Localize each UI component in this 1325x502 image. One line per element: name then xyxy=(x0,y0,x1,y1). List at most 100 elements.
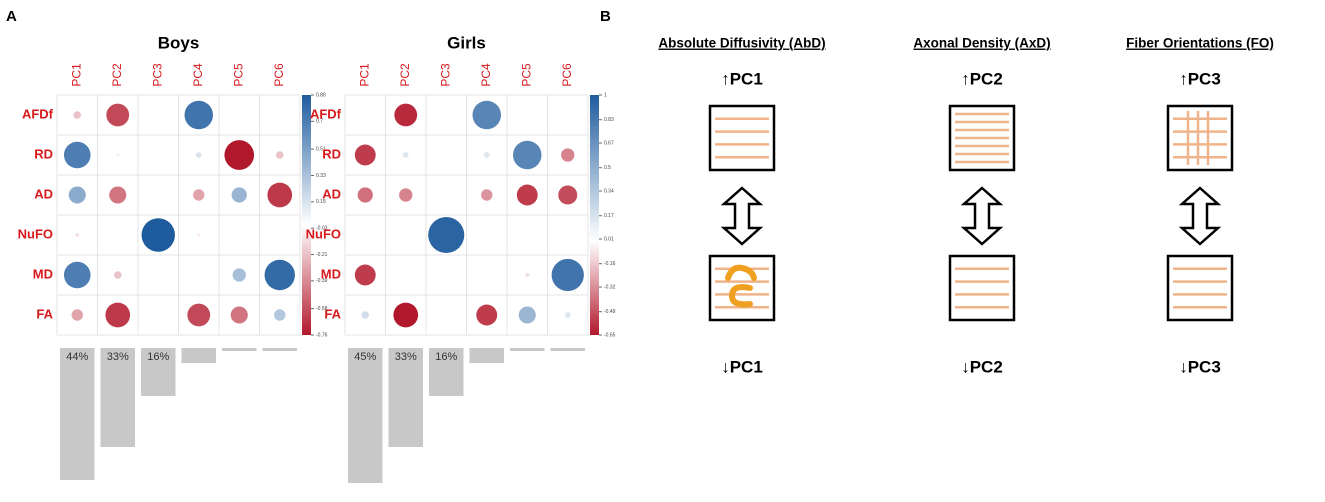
corr-circle xyxy=(274,309,286,321)
row-label: NuFO xyxy=(18,226,53,241)
corr-circle xyxy=(566,114,569,116)
colorbar-tick-label: -0.32 xyxy=(604,284,616,290)
corr-circle xyxy=(526,114,529,116)
colorbar-tick-label: -0.76 xyxy=(316,332,328,338)
colorbar-tick-label: 0.01 xyxy=(604,236,614,242)
row-label: MD xyxy=(321,266,341,281)
corr-circle xyxy=(157,314,160,316)
corr-circle xyxy=(483,152,490,158)
row-label: RD xyxy=(322,146,341,161)
corr-circle xyxy=(354,144,376,166)
column-heading: Absolute Diffusivity (AbD) xyxy=(658,36,825,51)
column-label: PC1 xyxy=(69,63,83,87)
colorbar-tick-label: 0.15 xyxy=(316,199,326,205)
column-label: PC3 xyxy=(150,63,164,87)
top-label: ↑PC1 xyxy=(721,69,763,88)
variance-bar xyxy=(60,348,95,480)
corr-circle xyxy=(68,186,86,204)
variance-label: 16% xyxy=(435,351,457,363)
variance-bar xyxy=(222,348,257,351)
colorbar-tick-label: -0.65 xyxy=(604,332,616,338)
colorbar-tick-label: 0.67 xyxy=(604,140,614,146)
colorbar-tick-label: -0.03 xyxy=(316,225,328,231)
colorbar-tick-label: 0.83 xyxy=(604,117,614,123)
corr-circle xyxy=(230,306,248,324)
corr-circle xyxy=(357,187,373,203)
colorbar-tick-label: 1 xyxy=(604,92,607,98)
corr-circle xyxy=(275,151,284,159)
corr-circle xyxy=(238,114,241,116)
colorbar-tick-label: -0.39 xyxy=(316,278,328,284)
colorbar-tick-label: 0.17 xyxy=(604,213,614,219)
chart-title: Girls xyxy=(447,33,486,52)
colorbar-tick-label: -0.21 xyxy=(316,252,328,258)
corr-circle xyxy=(157,194,160,196)
colorbar-tick-label: 0.34 xyxy=(604,188,614,194)
bottom-label: ↓PC2 xyxy=(961,357,1003,376)
corr-circle xyxy=(278,234,281,236)
row-label: AFDf xyxy=(310,106,342,121)
panel-label: B xyxy=(600,8,611,25)
column-heading: Fiber Orientations (FO) xyxy=(1126,36,1274,51)
row-label: AD xyxy=(322,186,341,201)
corr-circle xyxy=(525,273,530,277)
chart-title: Boys xyxy=(158,33,200,52)
variance-bar xyxy=(181,348,216,363)
fiber-box xyxy=(1166,104,1234,172)
corr-circle xyxy=(472,100,501,130)
row-label: FA xyxy=(36,306,53,321)
variance-label: 45% xyxy=(354,351,376,363)
colorbar-tick-label: 0.5 xyxy=(604,165,611,171)
fiber-box xyxy=(708,104,776,172)
variance-bar xyxy=(100,348,135,447)
crossing-fiber xyxy=(725,264,757,308)
corr-circle xyxy=(485,234,488,236)
corr-circle xyxy=(224,140,255,170)
colorbar-tick-label: 0.33 xyxy=(316,173,326,179)
double-arrow xyxy=(1178,186,1222,246)
corr-circle xyxy=(187,303,211,327)
corr-circle xyxy=(197,274,200,276)
corr-circle xyxy=(564,312,571,318)
variance-bar xyxy=(550,348,585,351)
variance-bar xyxy=(429,348,464,396)
corr-circle xyxy=(566,234,569,236)
corr-circle xyxy=(361,311,370,319)
corr-circle xyxy=(184,100,213,130)
corr-circle xyxy=(364,114,367,116)
row-label: MD xyxy=(33,266,53,281)
variance-bar xyxy=(388,348,423,447)
top-label: ↑PC3 xyxy=(1179,69,1221,88)
column-heading: Axonal Density (AxD) xyxy=(913,36,1050,51)
corr-circle xyxy=(238,234,241,236)
colorbar-tick-label: -0.58 xyxy=(316,306,328,312)
variance-label: 16% xyxy=(147,351,169,363)
variance-bar xyxy=(510,348,545,351)
corr-circle xyxy=(157,114,160,116)
colorbar-tick-label: -0.49 xyxy=(604,309,616,315)
corr-circle xyxy=(476,304,498,326)
corr-circle xyxy=(445,114,448,116)
corr-circle xyxy=(399,188,413,202)
corr-circle xyxy=(445,314,448,316)
corr-circle xyxy=(109,186,127,204)
column-label: PC4 xyxy=(479,63,493,87)
column-label: PC1 xyxy=(357,63,371,87)
corr-circle xyxy=(354,264,376,286)
corr-circle xyxy=(106,103,130,127)
variance-bar xyxy=(141,348,176,396)
corr-circle xyxy=(404,234,407,236)
corr-circle xyxy=(402,152,409,158)
corr-circle xyxy=(157,154,160,156)
corr-circle xyxy=(73,111,82,119)
variance-label: 33% xyxy=(107,351,129,363)
corr-circle xyxy=(393,302,419,328)
fiber-box xyxy=(948,254,1016,322)
corr-circle xyxy=(513,140,542,170)
corr-circle xyxy=(232,268,246,282)
row-label: FA xyxy=(324,306,341,321)
colorbar-tick-label: 0.7 xyxy=(316,119,323,125)
bottom-label: ↓PC3 xyxy=(1179,357,1221,376)
corr-circle xyxy=(518,306,536,324)
